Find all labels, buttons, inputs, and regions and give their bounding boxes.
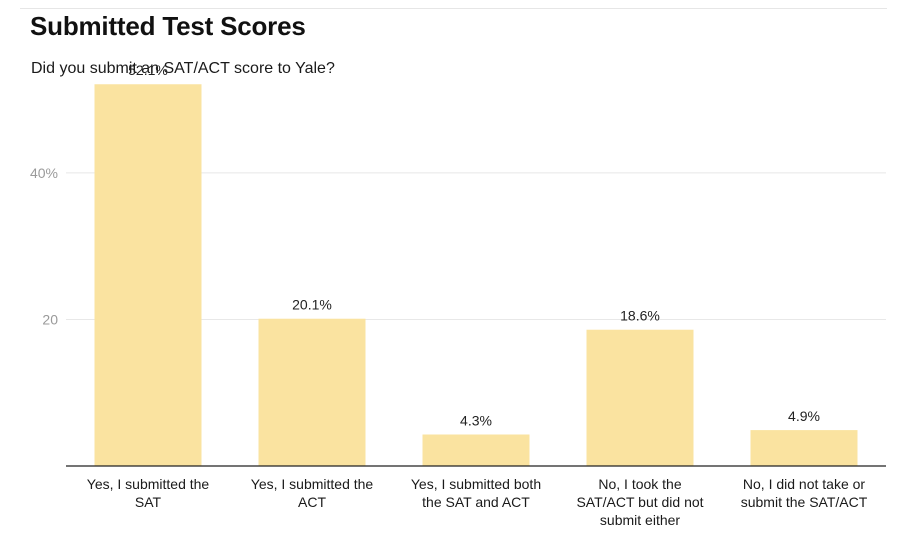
x-tick-label-line: submit the SAT/ACT xyxy=(741,494,868,510)
top-divider xyxy=(20,8,887,9)
x-tick-label-line: SAT xyxy=(135,494,162,510)
x-tick-label-line: the SAT and ACT xyxy=(422,494,530,510)
y-tick-label: 20 xyxy=(42,311,58,327)
x-tick-label: No, I took the SAT/ACT but did not submit … xyxy=(576,476,703,528)
x-tick-label: Yes, I submitted both the SAT and ACT xyxy=(411,476,541,510)
y-tick-label: 40% xyxy=(30,165,58,181)
data-label: 52.1% xyxy=(128,62,168,78)
bar xyxy=(94,84,202,467)
x-tick-label-line: Yes, I submitted the xyxy=(87,476,210,492)
bars xyxy=(94,84,858,467)
x-tick-label-line: SAT/ACT but did not xyxy=(576,494,703,510)
bar xyxy=(422,434,530,466)
labels: 20 40% 52.1% Yes, I submitted the SAT 20.1% Ye… xyxy=(30,62,868,528)
data-label: 4.9% xyxy=(788,408,820,424)
x-tick-label: No, I did not take or submit the SAT/ACT xyxy=(741,476,868,510)
x-tick-label-line: No, I took the xyxy=(598,476,681,492)
chart-subtitle: Did you submit an SAT/ACT score to Yale? xyxy=(31,60,335,77)
chart-title: Submitted Test Scores xyxy=(30,11,306,41)
data-label: 4.3% xyxy=(460,412,492,428)
bar xyxy=(258,318,366,466)
x-tick-label-line: submit either xyxy=(600,512,680,528)
x-tick-label: Yes, I submitted the ACT xyxy=(251,476,374,510)
x-tick-label-line: Yes, I submitted both xyxy=(411,476,541,492)
x-tick-label: Yes, I submitted the SAT xyxy=(87,476,210,510)
x-tick-label-line: Yes, I submitted the xyxy=(251,476,374,492)
data-label: 20.1% xyxy=(292,297,332,313)
x-tick-label-line: ACT xyxy=(298,494,326,510)
gridlines xyxy=(66,172,886,320)
bar xyxy=(750,430,858,466)
x-tick-label-line: No, I did not take or xyxy=(743,476,866,492)
data-label: 18.6% xyxy=(620,308,660,324)
bar xyxy=(586,329,694,466)
